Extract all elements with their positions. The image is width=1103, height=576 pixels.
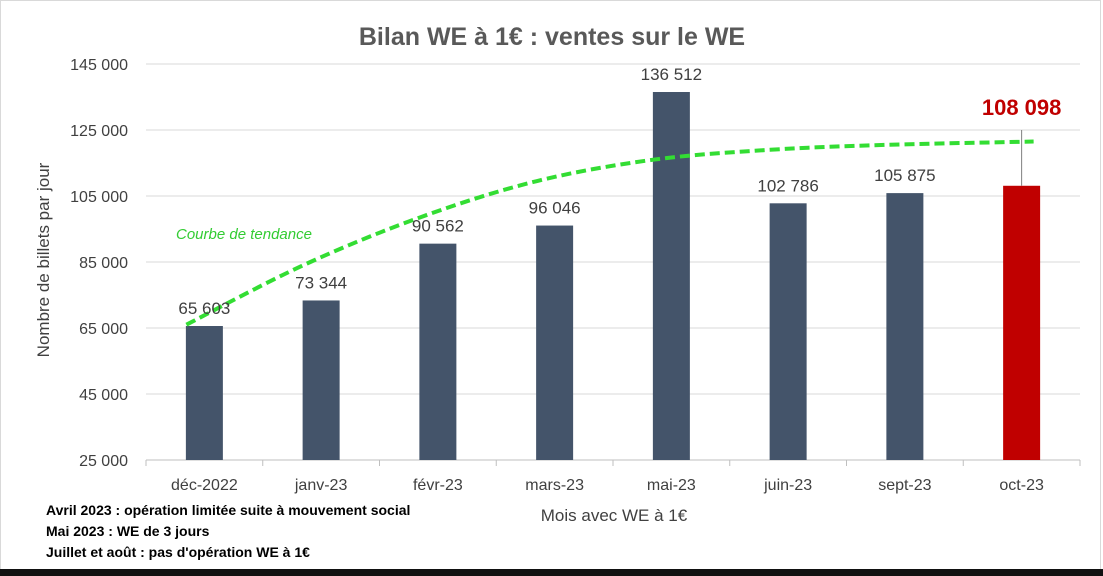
- bar-4: [652, 92, 690, 460]
- x-tick-label: févr-23: [413, 477, 463, 494]
- chart-title: Bilan WE à 1€ : ventes sur le WE: [359, 23, 745, 51]
- data-label-6: 105 875: [874, 166, 935, 185]
- bar-3: [536, 225, 574, 460]
- footnote-april: Avril 2023 : opération limitée suite à m…: [46, 502, 411, 518]
- trendline: [185, 139, 1034, 327]
- data-label-2: 90 562: [412, 217, 464, 236]
- x-axis-ticks: déc-2022 janv-23 févr-23 mars-23 mai-23 juin-…: [171, 477, 1044, 494]
- bar-7: [1003, 185, 1041, 460]
- x-tick-label: juin-23: [763, 477, 812, 494]
- gridlines: [145, 63, 1081, 466]
- footnote-may: Mai 2023 : WE de 3 jours: [46, 523, 210, 539]
- bar-2: [419, 243, 457, 460]
- data-label-7: 108 098: [982, 95, 1062, 120]
- data-label-3: 96 046: [529, 199, 581, 218]
- data-labels: 65 603 73 344 90 562 96 046 136 512 102 786 10…: [178, 65, 1061, 318]
- x-axis-title: Mois avec WE à 1€: [541, 506, 688, 525]
- x-tick-label: mai-23: [647, 477, 696, 494]
- data-label-5: 102 786: [757, 176, 818, 195]
- x-tick-label: janv-23: [294, 477, 348, 494]
- y-tick-label: 45 000: [79, 387, 128, 404]
- bar-6: [886, 193, 924, 461]
- bar-1: [302, 300, 340, 460]
- y-tick-label: 65 000: [79, 321, 128, 338]
- y-tick-label: 85 000: [79, 255, 128, 272]
- footnote-summer: Juillet et août : pas d'opération WE à 1…: [46, 544, 310, 560]
- y-tick-label: 125 000: [70, 123, 128, 140]
- trendline-label: Courbe de tendance: [176, 226, 312, 243]
- y-tick-label: 105 000: [70, 189, 128, 206]
- y-tick-label: 25 000: [79, 453, 128, 470]
- x-tick-label: mars-23: [525, 477, 584, 494]
- y-tick-label: 145 000: [70, 57, 128, 74]
- x-tick-label: oct-23: [999, 477, 1044, 494]
- bar-0: [185, 326, 223, 460]
- data-label-0: 65 603: [178, 299, 230, 318]
- footnotes: Avril 2023 : opération limitée suite à m…: [46, 500, 410, 563]
- data-label-1: 73 344: [295, 273, 347, 292]
- y-axis-title: Nombre de billets par jour: [34, 162, 53, 357]
- y-axis-ticks: 25 000 45 000 65 000 85 000 105 000 125 000 14…: [70, 57, 128, 470]
- x-tick-label: déc-2022: [171, 477, 238, 494]
- bar-5: [769, 203, 807, 460]
- trendline-group: [185, 139, 1034, 327]
- x-tick-label: sept-23: [878, 477, 931, 494]
- bars: [185, 92, 1041, 461]
- data-label-4: 136 512: [641, 65, 702, 84]
- bottom-border: [0, 569, 1103, 576]
